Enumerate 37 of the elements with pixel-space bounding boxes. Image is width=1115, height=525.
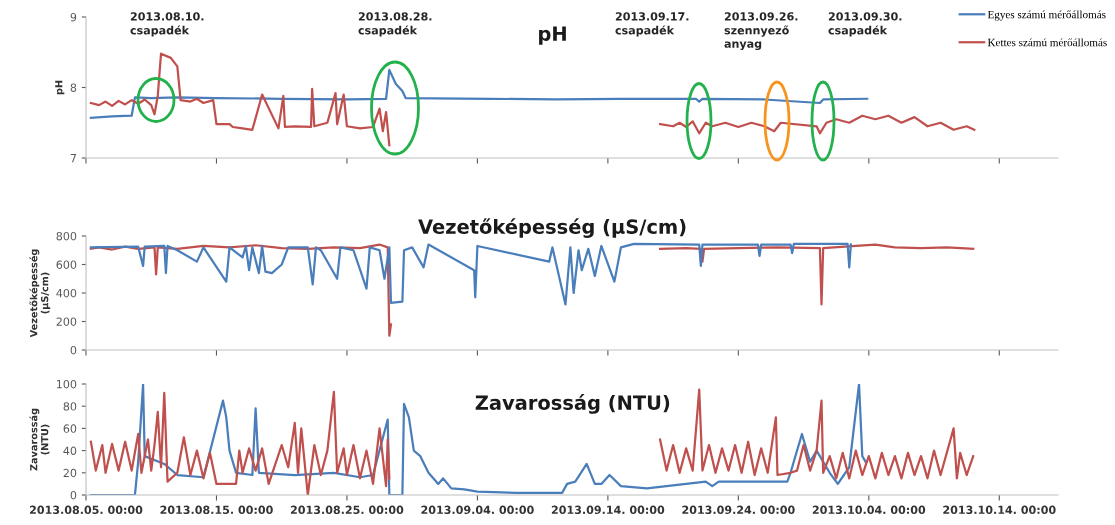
y-tick-label: 8 (70, 83, 77, 92)
chart-title: Vezetőképesség (µS/cm) (418, 218, 686, 238)
y-tick-label: 800 (56, 231, 77, 241)
annotation: 2013.09.26. szennyező anyag (724, 12, 798, 51)
y-axis-title: Vezetőképesség (µS/cm) (29, 249, 51, 338)
y-tick-label: 400 (56, 288, 77, 298)
legend-label: Egyes számú mérőállomás (987, 10, 1106, 21)
line-series (89, 68, 869, 119)
y-tick-label: 60 (63, 424, 77, 433)
annotation: 2013.08.28. csapadék (358, 12, 432, 37)
y-tick-label: 20 (63, 468, 77, 478)
legend-label: Kettes számú mérőállomás (987, 38, 1107, 47)
annotation: 2013.09.30. csapadék (828, 12, 902, 37)
annotation: 2013.08.10. csapadék (130, 12, 204, 37)
x-tick-label: 2013.09.24. 00:00 (682, 505, 795, 515)
y-tick-label: 600 (56, 260, 77, 269)
y-tick-label: 9 (70, 12, 77, 22)
x-tick-label: 2013.08.15. 00:00 (160, 505, 273, 515)
text: Zavarosság (NTU) (475, 394, 670, 414)
x-tick-label: 2013.08.25. 00:00 (290, 505, 404, 515)
y-tick-label: 100 (56, 379, 77, 389)
y-tick-label: 40 (63, 446, 77, 455)
chart-title: pH (539, 26, 566, 45)
x-tick-label: 2013.10.04. 00:00 (812, 505, 926, 515)
y-axis-title: Zavarosság (NTU) (29, 408, 50, 471)
y-tick-label: 7 (70, 154, 77, 163)
x-tick-label: 2013.10.14. 00:00 (943, 505, 1056, 515)
line-series (89, 242, 852, 306)
y-axis-title: pH (55, 80, 65, 95)
y-tick-label: 80 (63, 402, 77, 411)
y-tick-label: 0 (70, 345, 77, 355)
y-tick-label: 0 (70, 490, 77, 500)
y-tick-label: 200 (56, 317, 77, 326)
x-tick-label: 2013.08.05. 00:00 (30, 505, 143, 515)
x-tick-label: 2013.09.04. 00:00 (421, 505, 534, 515)
annotation: 2013.09.17. csapadék (615, 12, 689, 37)
x-tick-label: 2013.09.14. 00:00 (551, 505, 665, 515)
